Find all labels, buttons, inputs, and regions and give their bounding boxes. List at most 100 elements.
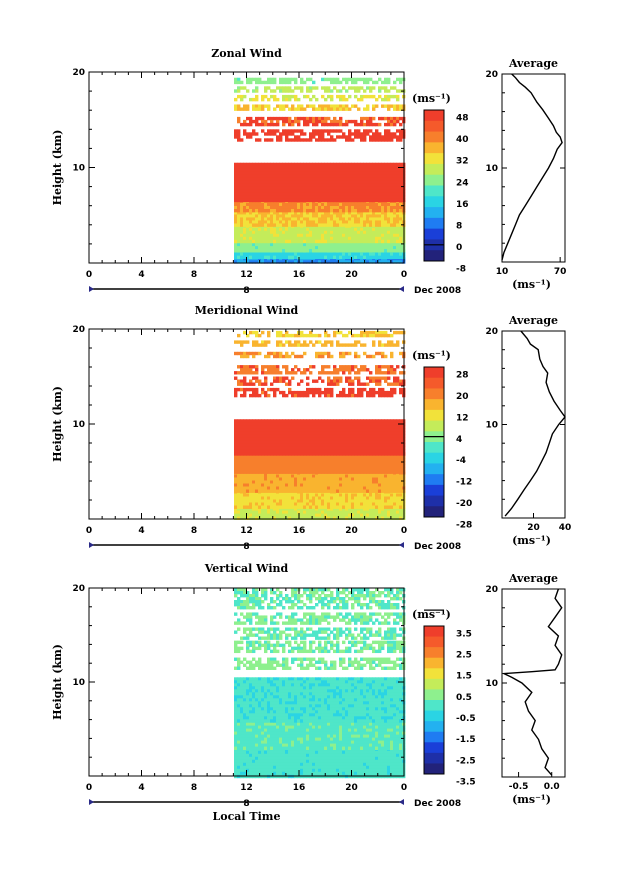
- heatmap-cell: [234, 260, 238, 264]
- heatmap-cell: [351, 437, 355, 441]
- heatmap-cell: [330, 239, 334, 244]
- heatmap-cell: [297, 233, 301, 238]
- heatmap-cell: [396, 458, 400, 462]
- heatmap-cell: [300, 198, 304, 203]
- heatmap-cell: [288, 446, 292, 450]
- heatmap-cell: [306, 165, 310, 170]
- heatmap-cell: [318, 493, 322, 497]
- heatmap-cell: [333, 239, 337, 244]
- heatmap-cell: [282, 507, 286, 511]
- heatmap-cell: [273, 461, 277, 465]
- heatmap-cell: [348, 129, 352, 133]
- heatmap-cell: [249, 202, 253, 207]
- heatmap-cell: [399, 168, 403, 173]
- heatmap-cell: [258, 489, 262, 493]
- heatmap-cell: [234, 189, 238, 194]
- heatmap-cell: [243, 474, 247, 478]
- heatmap-cell: [309, 174, 313, 179]
- heatmap-cell: [270, 496, 274, 500]
- heatmap-cell: [255, 458, 259, 462]
- heatmap-cell: [399, 122, 403, 127]
- heatmap-cell: [396, 440, 400, 444]
- heatmap-cell: [270, 77, 274, 82]
- heatmap-cell: [261, 107, 265, 111]
- heatmap-cell: [351, 480, 355, 484]
- heatmap-cell: [309, 198, 313, 203]
- heatmap-cell: [324, 428, 328, 432]
- heatmap-cell: [255, 89, 259, 93]
- heatmap-cell: [264, 104, 268, 108]
- heatmap-cell: [396, 135, 400, 139]
- heatmap-cell: [309, 455, 313, 459]
- heatmap-cell: [264, 205, 268, 210]
- heatmap-cell: [393, 440, 397, 444]
- heatmap-cell: [336, 496, 340, 500]
- heatmap-cell: [261, 390, 265, 395]
- heatmap-cell: [327, 233, 331, 238]
- heatmap-cell: [297, 470, 301, 474]
- heatmap-cell: [348, 496, 352, 500]
- heatmap-cell: [234, 510, 238, 514]
- heatmap-cell: [330, 236, 334, 241]
- heatmap-cell: [339, 129, 343, 133]
- heatmap-cell: [312, 214, 316, 218]
- heatmap-cell: [243, 129, 247, 133]
- heatmap-cell: [387, 464, 391, 468]
- heatmap-cell: [255, 220, 259, 224]
- heatmap-cell: [288, 425, 292, 429]
- heatmap-cell: [255, 202, 259, 207]
- heatmap-cell: [396, 425, 400, 429]
- heatmap-cell: [321, 205, 325, 210]
- heatmap-cell: [354, 419, 358, 423]
- heatmap-cell: [261, 230, 265, 235]
- heatmap-cell: [387, 502, 391, 506]
- heatmap-cell: [273, 97, 277, 102]
- heatmap-cell: [276, 186, 280, 191]
- heatmap-cell: [393, 505, 397, 509]
- heatmap-cell: [330, 119, 334, 124]
- heatmap-cell: [339, 80, 343, 85]
- heatmap-cell: [345, 437, 349, 441]
- heatmap-cell: [378, 425, 382, 429]
- heatmap-cell: [366, 174, 370, 179]
- heatmap-cell: [246, 480, 250, 484]
- heatmap-cell: [372, 162, 376, 167]
- heatmap-cell: [330, 135, 334, 139]
- heatmap-cell: [249, 183, 253, 188]
- heatmap-cell: [258, 198, 262, 203]
- heatmap-cell: [315, 239, 319, 244]
- heatmap-cell: [276, 220, 280, 224]
- heatmap-cell: [288, 440, 292, 444]
- heatmap-cell: [339, 174, 343, 179]
- heatmap-cell: [282, 437, 286, 441]
- heatmap-cell: [297, 135, 301, 139]
- heatmap-cell: [264, 217, 268, 221]
- heatmap-cell: [384, 243, 388, 247]
- heatmap-cell: [309, 446, 313, 450]
- heatmap-cell: [378, 446, 382, 450]
- heatmap-cell: [396, 243, 400, 247]
- heatmap-cell: [318, 255, 322, 260]
- heatmap-cell: [303, 461, 307, 465]
- heatmap-cell: [324, 431, 328, 435]
- heatmap-cell: [276, 387, 280, 392]
- heatmap-cell: [276, 138, 280, 142]
- heatmap-cell: [246, 104, 250, 108]
- heatmap-cell: [381, 387, 385, 392]
- heatmap-cell: [315, 202, 319, 207]
- heatmap-cell: [267, 467, 271, 471]
- heatmap-cell: [258, 233, 262, 238]
- heatmap-cell: [261, 162, 265, 167]
- heatmap-cell: [285, 470, 289, 474]
- heatmap-cell: [327, 208, 331, 213]
- heatmap-cell: [348, 516, 352, 520]
- heatmap-cell: [309, 499, 313, 503]
- heatmap-cell: [246, 516, 250, 520]
- heatmap-cell: [243, 464, 247, 468]
- heatmap-cell: [312, 223, 316, 227]
- heatmap-cell: [366, 474, 370, 478]
- heatmap-cell: [255, 434, 259, 438]
- heatmap-cell: [387, 217, 391, 221]
- heatmap-cell: [279, 461, 283, 465]
- heatmap-cell: [240, 227, 244, 232]
